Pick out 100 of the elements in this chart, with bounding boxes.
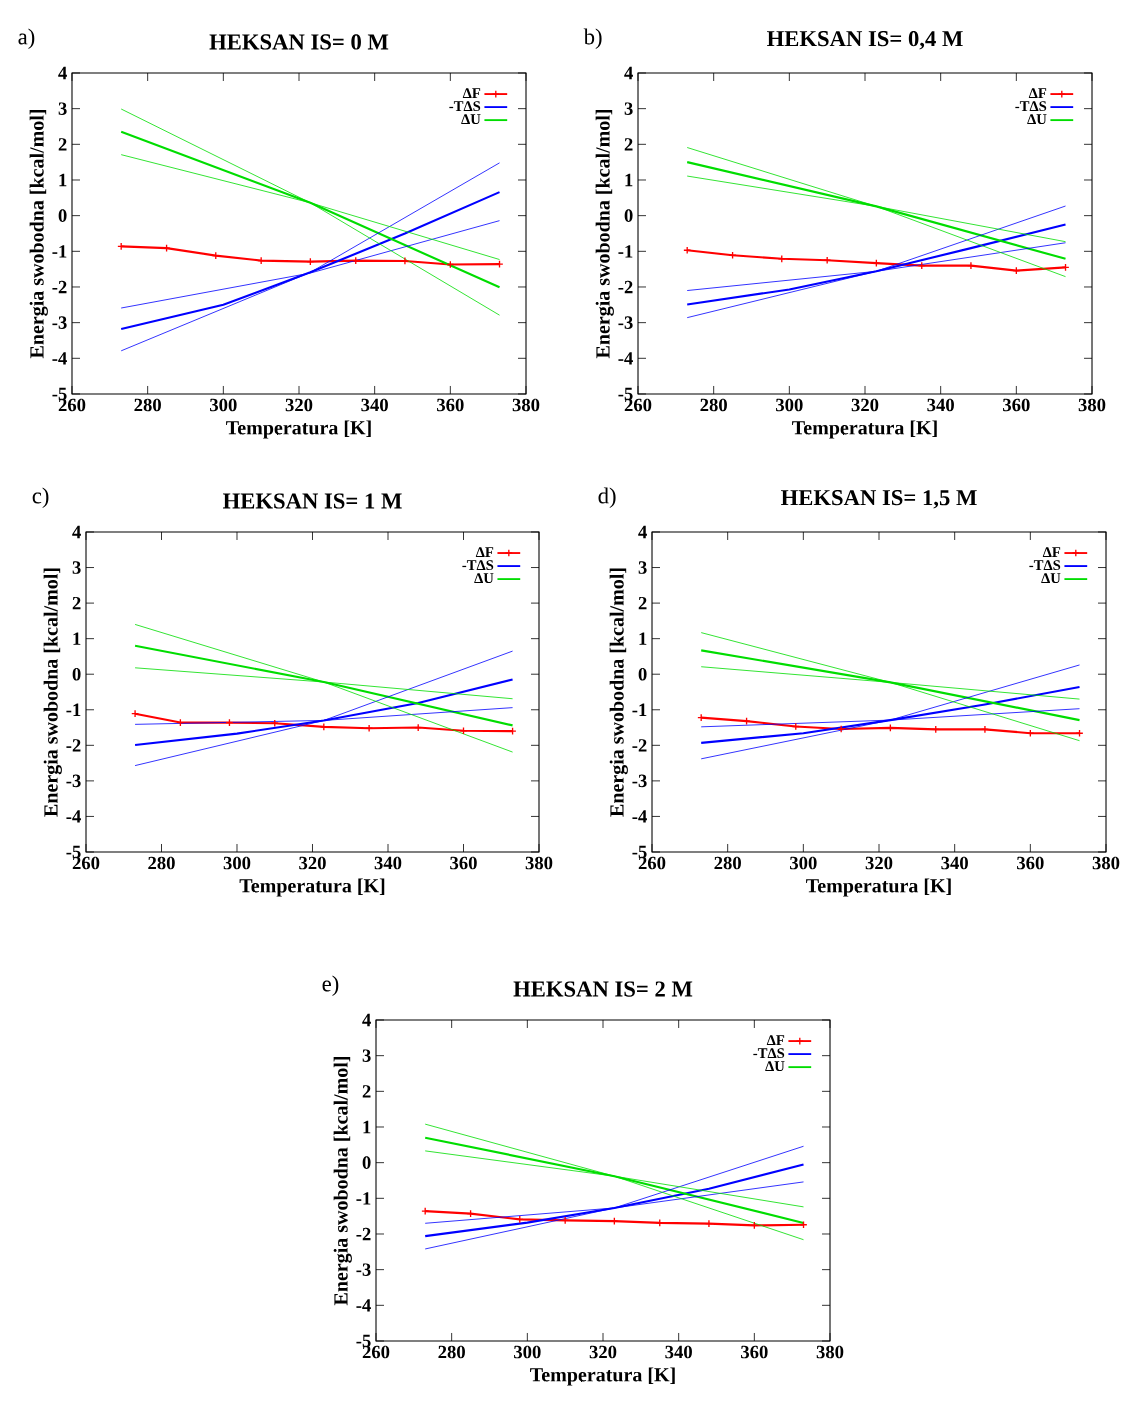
- y-tick-label: 4: [638, 525, 647, 539]
- y-tick-label: -3: [52, 316, 67, 329]
- y-tick-label: 4: [362, 1013, 371, 1027]
- x-tick-label: 280: [714, 856, 741, 870]
- legend-label: ΔU: [461, 114, 481, 125]
- legend-label: ΔU: [1027, 114, 1047, 125]
- legend-label: ΔF: [766, 1035, 785, 1045]
- chart-title: HEKSAN IS= 2 M: [513, 981, 693, 997]
- y-tick-label: 3: [362, 1049, 371, 1062]
- x-tick-label: 320: [589, 1345, 617, 1359]
- y-tick-label: 1: [59, 173, 67, 187]
- y-tick-label: -4: [632, 810, 647, 823]
- x-tick-label: 300: [210, 398, 237, 412]
- y-tick-label: -4: [618, 352, 633, 365]
- x-tick-label: 280: [700, 398, 727, 412]
- x-tick-label: 300: [776, 398, 803, 412]
- y-tick-label: -1: [66, 703, 81, 716]
- x-tick-label: 340: [361, 398, 388, 412]
- y-axis-title: Energia swobodna [kcal/mol]: [595, 109, 614, 359]
- y-axis-title: Energia swobodna [kcal/mol]: [609, 568, 628, 817]
- y-tick-label: 1: [73, 632, 81, 645]
- text: b): [583, 28, 602, 50]
- y-tick-label: -3: [632, 774, 647, 788]
- legend-label: ΔF: [462, 88, 481, 98]
- chart-title: HEKSAN IS= 0,4 M: [767, 31, 963, 50]
- x-tick-label: 340: [927, 398, 954, 412]
- y-tick-label: -4: [66, 810, 81, 823]
- y-tick-label: -3: [618, 316, 633, 329]
- y-tick-label: 4: [624, 66, 633, 80]
- y-axis-title: Energia swobodna [kcal/mol]: [333, 1057, 352, 1306]
- y-tick-label: 0: [58, 209, 67, 222]
- text: e): [322, 975, 339, 997]
- y-tick-label: 2: [58, 138, 67, 151]
- y-tick-label: 2: [72, 596, 81, 610]
- x-axis-title: Temperatura [K]: [792, 420, 937, 439]
- y-tick-label: -2: [356, 1227, 371, 1241]
- x-tick-label: 380: [1092, 856, 1120, 870]
- x-tick-label: 280: [438, 1345, 465, 1359]
- y-tick-label: 3: [624, 102, 633, 115]
- x-tick-label: 380: [525, 856, 553, 870]
- x-axis-title: Temperatura [K]: [530, 1367, 675, 1386]
- y-tick-label: 4: [72, 525, 81, 539]
- x-tick-label: 360: [450, 856, 477, 870]
- y-tick-label: 0: [362, 1156, 371, 1169]
- x-axis-title: Temperatura [K]: [806, 878, 951, 897]
- x-tick-label: 320: [851, 398, 879, 412]
- x-tick-label: 360: [741, 1345, 768, 1359]
- x-tick-label: 360: [437, 398, 464, 412]
- x-axis-title: Temperatura [K]: [226, 420, 371, 439]
- y-tick-label: -1: [356, 1192, 371, 1205]
- x-tick-label: 300: [223, 856, 251, 870]
- y-tick-label: -2: [52, 280, 67, 294]
- y-tick-label: 0: [638, 667, 647, 681]
- y-tick-label: 1: [639, 632, 647, 645]
- y-tick-label: 1: [625, 173, 633, 187]
- y-tick-label: 4: [58, 66, 67, 80]
- y-axis-title: Energia swobodna [kcal/mol]: [29, 109, 48, 359]
- x-tick-label: 340: [374, 856, 402, 870]
- x-tick-label: 300: [514, 1345, 541, 1359]
- text: d): [598, 487, 616, 509]
- x-tick-label: 320: [299, 856, 326, 870]
- legend-label: ΔF: [1042, 547, 1061, 557]
- y-tick-label: 2: [624, 138, 633, 151]
- legend-label: ΔU: [765, 1061, 785, 1072]
- x-tick-label: 280: [134, 398, 161, 412]
- x-tick-label: 320: [865, 856, 893, 870]
- x-tick-label: 300: [790, 856, 817, 870]
- y-tick-label: -1: [632, 703, 647, 716]
- y-tick-label: -4: [356, 1299, 371, 1312]
- y-tick-label: -2: [632, 739, 647, 752]
- y-tick-label: 3: [72, 561, 81, 574]
- legend-label: -TΔS: [462, 560, 494, 571]
- x-tick-label: 360: [1003, 398, 1030, 412]
- y-tick-label: -2: [618, 280, 633, 294]
- y-tick-label: 1: [363, 1120, 371, 1134]
- y-tick-label: 0: [72, 667, 81, 681]
- legend-label: ΔU: [474, 573, 494, 584]
- legend-label: -TΔS: [1015, 101, 1047, 112]
- y-tick-label: 3: [58, 102, 67, 115]
- x-tick-label: 280: [148, 856, 175, 870]
- text: c): [32, 487, 49, 509]
- y-tick-label: -3: [66, 774, 81, 788]
- legend-label: ΔU: [1041, 573, 1061, 584]
- x-tick-label: 360: [1017, 856, 1044, 870]
- x-tick-label: 380: [816, 1345, 844, 1359]
- y-tick-label: 3: [638, 561, 647, 574]
- y-tick-label: -1: [52, 245, 67, 258]
- y-tick-label: 2: [362, 1085, 371, 1098]
- y-tick-label: -1: [618, 245, 633, 258]
- chart-title: HEKSAN IS= 0 M: [209, 34, 389, 50]
- y-tick-label: 2: [638, 596, 647, 610]
- y-tick-label: 0: [624, 209, 633, 222]
- x-tick-label: 380: [512, 398, 540, 412]
- y-tick-label: -4: [52, 352, 67, 365]
- legend-label: -TΔS: [1029, 560, 1061, 571]
- y-axis-title: Energia swobodna [kcal/mol]: [43, 568, 62, 817]
- chart-title: HEKSAN IS= 1 M: [223, 493, 402, 509]
- x-tick-label: 380: [1078, 398, 1106, 412]
- chart-title: HEKSAN IS= 1,5 M: [781, 490, 977, 509]
- y-tick-label: -2: [66, 739, 81, 752]
